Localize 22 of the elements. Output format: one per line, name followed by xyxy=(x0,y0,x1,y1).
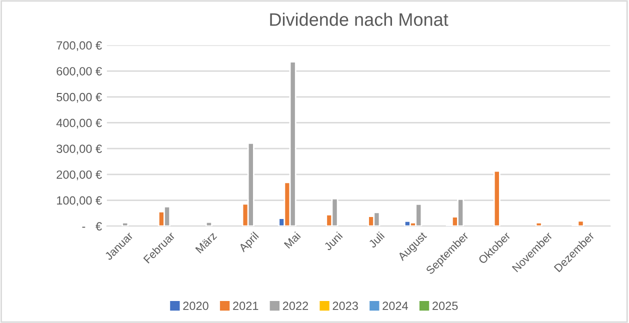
bar xyxy=(122,222,129,226)
bar xyxy=(493,170,500,226)
legend-label: 2025 xyxy=(432,302,458,310)
y-tick-label: 500,00 € xyxy=(56,92,102,103)
x-tick-label: Juni xyxy=(323,231,343,252)
chart-title: Dividende nach Monat xyxy=(270,12,448,26)
bar xyxy=(535,222,542,226)
y-tick-label: 300,00 € xyxy=(56,144,102,154)
y-tick-label: 400,00 € xyxy=(56,118,102,129)
legend-label: 2023 xyxy=(332,302,358,310)
y-tick-label: 100,00 € xyxy=(57,196,102,206)
bar xyxy=(205,222,212,226)
y-tick-label: 600,00 € xyxy=(56,67,102,77)
legend-label: 2020 xyxy=(183,302,208,310)
x-tick-label: Juli xyxy=(368,231,385,248)
legend-label: 2022 xyxy=(282,302,308,310)
y-tick-label: 700,00 € xyxy=(56,41,102,52)
legend-label: 2021 xyxy=(233,302,258,310)
legend-label: 2024 xyxy=(382,302,408,310)
y-tick-label: 200,00 € xyxy=(56,170,102,180)
x-tick-label: Mai xyxy=(284,231,301,249)
y-tick-label: - € xyxy=(82,222,102,230)
